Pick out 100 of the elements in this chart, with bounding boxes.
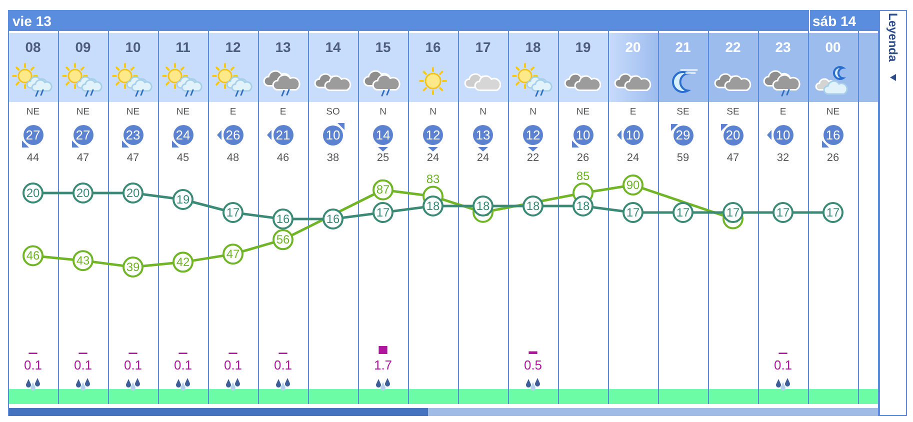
text: 24 — [426, 152, 440, 164]
x-tick-label: 19 — [575, 38, 591, 55]
data-label: 0.1 — [174, 358, 192, 373]
text: 12 — [426, 128, 440, 142]
data-label: 47 — [226, 246, 240, 261]
text: 47 — [726, 152, 740, 164]
x-tick-label: 20 — [625, 38, 641, 55]
text: 24 — [176, 128, 190, 142]
x-tick-label: 12 — [225, 38, 241, 55]
x-tick-label: 14 — [325, 38, 341, 55]
text: 10 — [326, 128, 340, 142]
text: 20 — [726, 128, 740, 142]
text: 27 — [76, 128, 90, 142]
text: 26 — [226, 128, 240, 142]
text: NE — [26, 106, 40, 118]
text: 23 — [126, 128, 140, 142]
text: 25 — [376, 152, 390, 164]
x-tick-label: 21 — [675, 38, 691, 55]
data-label: 0.1 — [24, 358, 42, 373]
data-label: 18 — [576, 198, 590, 213]
text: 26 — [826, 152, 840, 164]
data-label: 17 — [226, 205, 240, 220]
data-label: 90 — [626, 178, 640, 192]
text: Leyenda — [886, 13, 900, 62]
text: NE — [576, 106, 590, 118]
text: E — [630, 106, 636, 118]
x-tick-label: 09 — [75, 38, 91, 55]
x-tick-label: 18 — [525, 38, 541, 55]
x-tick-label: 15 — [375, 38, 391, 55]
text: 21 — [276, 128, 290, 142]
data-label: 39 — [126, 260, 140, 274]
text: 38 — [326, 152, 340, 164]
x-tick-label: 17 — [475, 38, 491, 55]
text: N — [380, 106, 386, 118]
x-tick-label: 23 — [775, 38, 791, 55]
text: 16 — [826, 128, 840, 142]
data-label: 0.1 — [224, 358, 242, 373]
text: 47 — [126, 152, 140, 164]
text: 26 — [576, 152, 590, 164]
data-label: 87 — [376, 182, 390, 197]
text: 24 — [626, 152, 640, 164]
data-label: 20 — [26, 186, 40, 200]
text: 10 — [576, 128, 590, 142]
text: NE — [826, 106, 840, 118]
data-label: 42 — [176, 254, 190, 269]
data-label: 17 — [626, 205, 640, 220]
text: E — [280, 106, 286, 118]
data-label: 17 — [376, 205, 390, 220]
data-label: 18 — [426, 198, 440, 213]
data-label: 17 — [676, 205, 690, 220]
data-label: 16 — [326, 212, 340, 226]
text: SE — [726, 106, 740, 118]
x-tick-label: 08 — [25, 38, 41, 55]
text: 27 — [26, 128, 40, 142]
data-label: 18 — [476, 198, 490, 213]
x-tick-label: 13 — [275, 38, 291, 55]
text: N — [480, 106, 486, 118]
text: 46 — [276, 152, 290, 164]
data-label: 0.1 — [74, 358, 92, 373]
text: 48 — [226, 152, 240, 164]
text: 13 — [476, 128, 490, 142]
text: 47 — [76, 152, 90, 164]
text: sáb 14 — [812, 13, 856, 29]
text: vie 13 — [12, 13, 52, 29]
text: 24 — [476, 152, 490, 164]
text: 10 — [776, 128, 790, 142]
data-label: 83 — [426, 172, 440, 186]
data-label: 43 — [76, 253, 90, 268]
data-label: 17 — [826, 205, 840, 220]
text: 44 — [26, 152, 40, 164]
data-label: 20 — [76, 186, 90, 200]
data-label: 20 — [126, 186, 140, 200]
data-label: 0.1 — [124, 358, 142, 373]
data-label: 0.1 — [774, 358, 792, 373]
text: N — [530, 106, 536, 118]
text: SE — [676, 106, 690, 118]
x-tick-label: 00 — [825, 38, 841, 55]
data-label: 0.5 — [524, 358, 542, 373]
x-tick-label: 11 — [176, 38, 191, 55]
data-label: 1.7 — [374, 358, 392, 373]
x-tick-label: 22 — [725, 38, 741, 55]
text: E — [230, 106, 236, 118]
text: 29 — [676, 128, 690, 142]
data-label: 17 — [726, 205, 740, 220]
text: NE — [176, 106, 190, 118]
x-tick-label: 16 — [425, 38, 441, 55]
text: N — [430, 106, 436, 118]
text: 10 — [626, 128, 640, 142]
text: 12 — [526, 128, 540, 142]
data-label: 17 — [776, 205, 790, 220]
data-label: 16 — [276, 212, 290, 226]
text: NE — [126, 106, 140, 118]
text: NE — [76, 106, 90, 118]
data-label: 19 — [176, 192, 190, 206]
x-tick-label: 10 — [125, 38, 141, 55]
text: 22 — [526, 152, 540, 164]
text: E — [780, 106, 786, 118]
text: SO — [326, 106, 340, 118]
data-label: 0.1 — [274, 358, 292, 373]
text: 32 — [776, 152, 790, 164]
